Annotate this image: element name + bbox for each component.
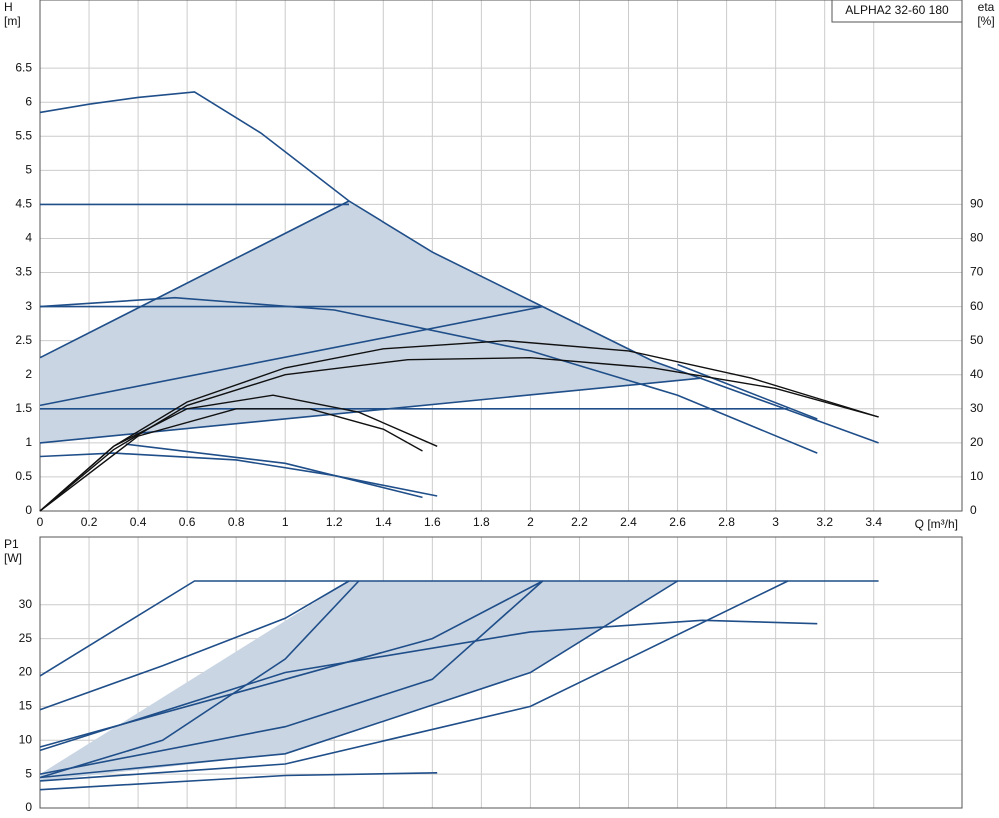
x-tick-label: 1.6 (424, 515, 441, 529)
shaded-area (40, 201, 703, 443)
y-unit: [W] (4, 551, 22, 565)
curve (125, 443, 423, 499)
y-tick-label: 0 (25, 800, 32, 813)
y-tick-label: 6.5 (15, 60, 32, 74)
y-label: P1 (4, 537, 19, 551)
y-unit: [m] (4, 14, 21, 28)
curve (39, 580, 544, 748)
x-tick-label: 2.2 (571, 515, 588, 529)
curve (39, 394, 438, 512)
y-tick-label: 5.5 (15, 128, 32, 142)
curve (39, 356, 879, 512)
curve (39, 580, 544, 775)
curve (39, 200, 350, 359)
shaded-area (40, 581, 678, 781)
y2-unit: [%] (977, 14, 994, 28)
curve (39, 339, 879, 512)
curve (39, 580, 350, 711)
x-tick-label: 2 (527, 515, 534, 529)
x-tick-label: 3 (772, 515, 779, 529)
y-tick-label: 3 (25, 299, 32, 313)
y2-tick-label: 50 (970, 333, 984, 347)
curve (39, 580, 879, 677)
y2-tick-label: 0 (970, 503, 977, 517)
plot-frame (39, 0, 963, 512)
y-tick-label: 5 (25, 766, 32, 780)
x-tick-label: 0 (37, 515, 44, 529)
y2-tick-label: 20 (970, 435, 984, 449)
y2-tick-label: 10 (970, 469, 984, 483)
plot-area (39, 580, 879, 791)
x-tick-label: 1.4 (375, 515, 392, 529)
curve (39, 408, 423, 512)
y-tick-label: 30 (19, 597, 33, 611)
y2-tick-label: 30 (970, 401, 984, 415)
x-tick-label: 1.2 (326, 515, 343, 529)
y2-tick-label: 80 (970, 231, 984, 245)
x-tick-label: 0.4 (130, 515, 147, 529)
curve (39, 772, 438, 791)
y-tick-label: 1 (25, 435, 32, 449)
x-tick-label: 1 (282, 515, 289, 529)
x-tick-label: 0.2 (81, 515, 98, 529)
y-tick-label: 15 (19, 699, 33, 713)
y-tick-label: 2.5 (15, 333, 32, 347)
x-tick-label: 1.8 (473, 515, 490, 529)
y-tick-label: 20 (19, 665, 33, 679)
curve (39, 452, 438, 497)
y2-tick-label: 90 (970, 197, 984, 211)
curve (39, 305, 543, 407)
y-tick-label: 4 (25, 231, 32, 245)
y-tick-label: 1.5 (15, 401, 32, 415)
y2-tick-label: 60 (970, 299, 984, 313)
annotation: ALPHA2 32-60 180 (845, 3, 949, 17)
curve (39, 296, 818, 454)
curve (39, 580, 360, 779)
y-tick-label: 0 (25, 503, 32, 517)
x-tick-label: 2.6 (669, 515, 686, 529)
x-tick-label: 2.4 (620, 515, 637, 529)
y-tick-label: 10 (19, 732, 33, 746)
x-tick-label: 3.2 (816, 515, 833, 529)
annotation-box (831, 0, 963, 23)
curve (39, 619, 818, 752)
curve (39, 580, 789, 782)
y-tick-label: 25 (19, 631, 33, 645)
curve (677, 363, 818, 420)
plot-frame (39, 536, 963, 809)
y2-tick-label: 40 (970, 367, 984, 381)
y-tick-label: 0.5 (15, 469, 32, 483)
x-label: Q [m³/h] (915, 517, 958, 531)
y-tick-label: 2 (25, 367, 32, 381)
y-tick-label: 4.5 (15, 197, 32, 211)
y-tick-label: 6 (25, 94, 32, 108)
x-tick-label: 2.8 (718, 515, 735, 529)
y-tick-label: 5 (25, 163, 32, 177)
x-tick-label: 0.8 (228, 515, 245, 529)
y-tick-label: 3.5 (15, 265, 32, 279)
x-tick-label: 0.6 (179, 515, 196, 529)
y2-tick-label: 70 (970, 265, 984, 279)
plot-area (39, 91, 879, 512)
x-tick-label: 3.4 (865, 515, 882, 529)
y2-label: eta (978, 0, 995, 14)
y-label: H (4, 0, 13, 14)
